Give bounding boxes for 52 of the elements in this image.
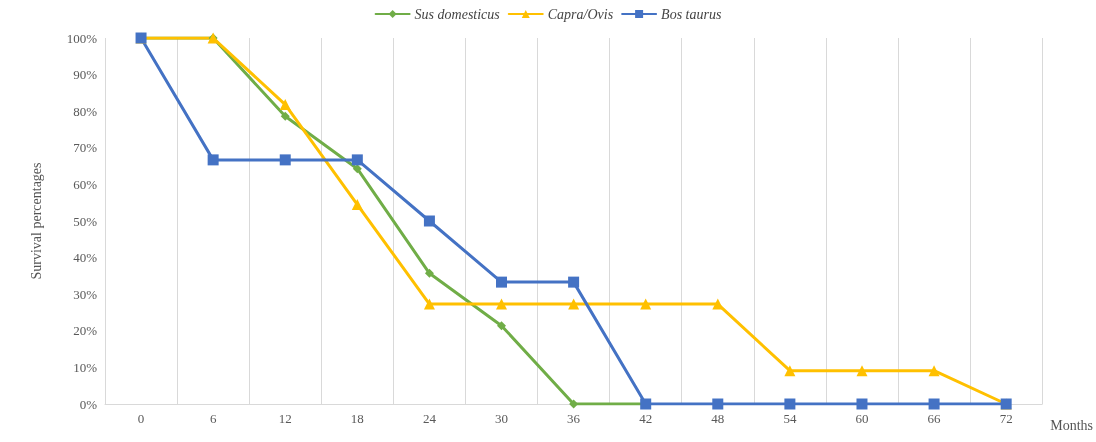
x-tick-label: 30 bbox=[495, 411, 509, 426]
x-tick-label: 24 bbox=[422, 411, 437, 426]
x-tick-label: 60 bbox=[855, 411, 869, 426]
x-tick-label: 42 bbox=[639, 411, 653, 426]
y-tick-label: 50% bbox=[73, 213, 98, 229]
point bbox=[640, 298, 652, 310]
point bbox=[784, 398, 796, 410]
y-tick-label: 90% bbox=[73, 67, 98, 83]
y-tick-label: 70% bbox=[73, 140, 98, 156]
point bbox=[424, 268, 434, 278]
point bbox=[928, 365, 940, 377]
legend-label: Bos taurus bbox=[661, 6, 722, 22]
x-tick-label: 12 bbox=[278, 411, 292, 426]
point bbox=[497, 321, 507, 331]
y-tick-label: 40% bbox=[73, 250, 98, 266]
x-tick-label: 0 bbox=[137, 411, 145, 426]
point bbox=[568, 276, 580, 288]
y-tick-label: 80% bbox=[73, 103, 98, 119]
y-tick-label: 30% bbox=[73, 286, 98, 302]
point bbox=[928, 398, 940, 410]
x-tick-label: 6 bbox=[209, 411, 217, 426]
x-tick-label: 72 bbox=[999, 411, 1013, 426]
point bbox=[351, 199, 363, 211]
legend-label: Capra/Ovis bbox=[547, 6, 614, 22]
point bbox=[856, 365, 868, 377]
point bbox=[784, 365, 796, 377]
point bbox=[856, 398, 868, 410]
x-tick-label: 54 bbox=[783, 411, 797, 426]
x-axis-title: Months bbox=[1050, 417, 1094, 433]
point bbox=[280, 111, 290, 121]
y-tick-label: 0% bbox=[79, 396, 98, 412]
legend-label: Sus domesticus bbox=[414, 6, 501, 22]
point bbox=[496, 276, 508, 288]
point bbox=[712, 398, 724, 410]
point bbox=[423, 298, 435, 310]
y-tick-label: 20% bbox=[73, 323, 98, 339]
x-tick-label: 36 bbox=[567, 411, 581, 426]
y-tick-label: 100% bbox=[66, 30, 98, 46]
x-tick-label: 48 bbox=[711, 411, 725, 426]
point bbox=[207, 154, 219, 166]
point bbox=[279, 154, 291, 166]
point bbox=[496, 298, 508, 310]
point bbox=[279, 99, 291, 111]
point bbox=[568, 298, 580, 310]
y-tick-label: 10% bbox=[73, 359, 98, 375]
point bbox=[423, 215, 435, 227]
x-tick-label: 18 bbox=[350, 411, 364, 426]
x-tick-label: 66 bbox=[927, 411, 942, 426]
point bbox=[352, 164, 362, 174]
y-tick-label: 60% bbox=[73, 176, 98, 192]
point bbox=[351, 154, 363, 166]
y-axis-title: Survival percentages bbox=[28, 162, 44, 280]
